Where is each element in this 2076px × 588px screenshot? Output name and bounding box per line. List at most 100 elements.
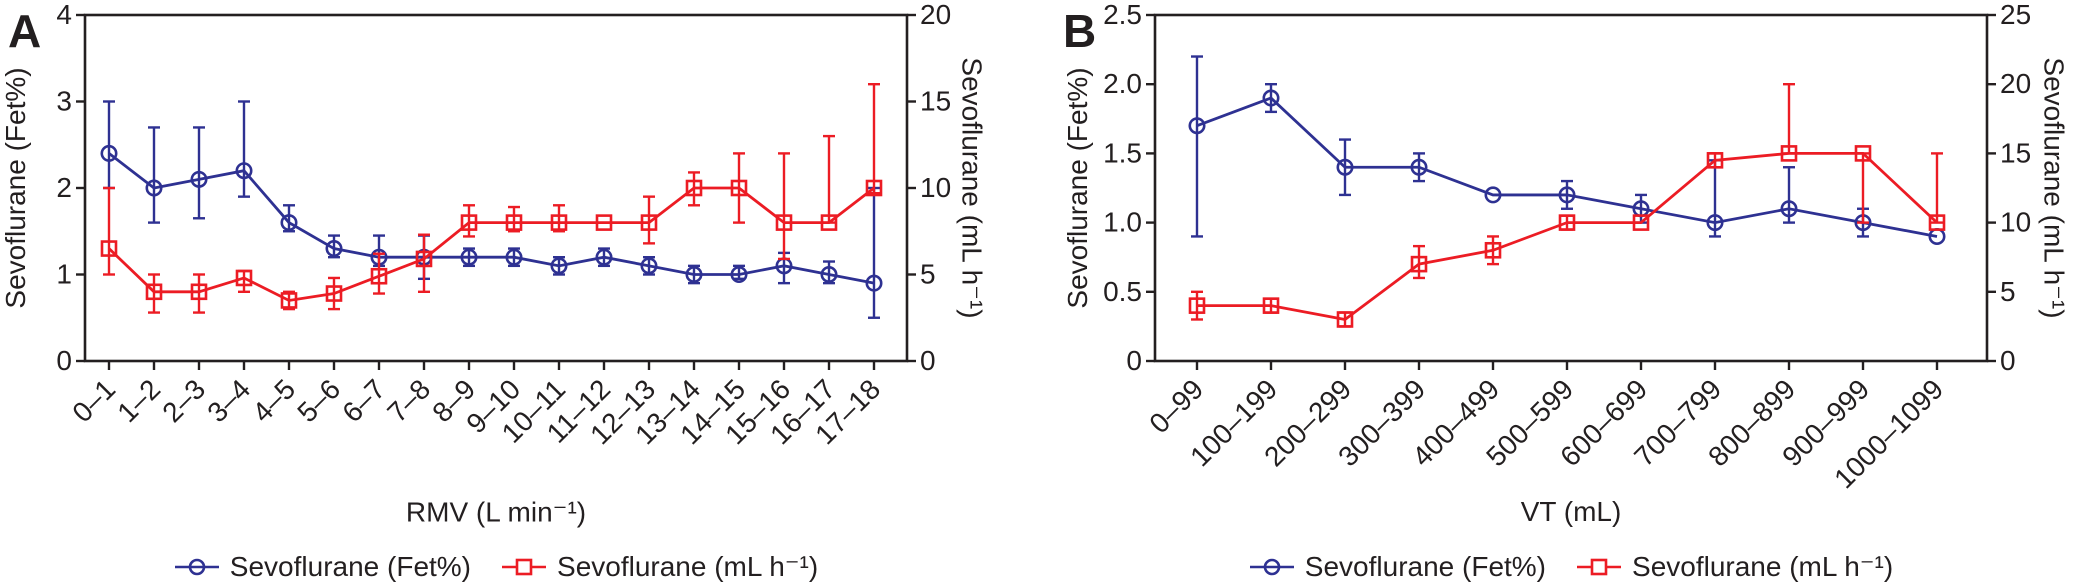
data-point-square [865,179,883,197]
panel-a-left-axis-title: Sevoflurane (Fet%) [0,67,31,309]
data-point-square [730,179,748,197]
data-point-circle [190,170,208,188]
panel-a-right-axis-title: Sevoflurane (mL h⁻¹) [956,57,988,319]
data-point-square [1780,145,1798,162]
y-axis-tick-label: 10 [920,172,951,203]
legend-square-marker-icon [502,558,547,575]
data-point-circle [1262,89,1280,107]
y-axis-tick-label: 0.5 [1103,276,1142,307]
y-axis-tick-label: 25 [2000,0,2031,30]
y-axis-tick-label: 2.0 [1103,68,1142,99]
x-axis-tick-label: 2–3 [156,373,211,428]
x-axis-tick-label: 6–7 [336,373,391,428]
data-point-circle [1336,158,1354,176]
x-axis-tick-label: 0–99 [1143,373,1209,439]
x-axis-tick-label: 1–2 [111,373,166,428]
data-point-square [640,214,658,231]
data-point-square [460,214,478,231]
data-point-square [235,269,253,287]
data-point-square [415,250,433,268]
data-point-square [1632,214,1650,231]
data-point-square [1484,241,1502,259]
data-point-square [1928,214,1946,231]
data-point-square [1336,311,1354,328]
series-line [108,152,875,285]
panel-a-x-axis-title: RMV (L min⁻¹) [405,496,587,528]
x-axis-tick-label: 5–6 [291,373,346,428]
legend-square-marker-icon [1577,558,1622,575]
y-axis-tick-label: 0 [920,345,936,376]
data-point-circle [730,265,748,283]
data-point-circle [280,214,298,232]
y-axis-tick-label: 0 [56,345,72,376]
y-axis-tick-label: 15 [920,86,951,117]
data-point-square [1854,145,1872,162]
y-axis-tick-label: 0 [2000,345,2016,376]
data-point-circle [1706,214,1724,232]
y-axis-tick-label: 1 [56,259,72,290]
series-line [1196,96,1938,238]
panel-b-letter: B [1063,5,1097,57]
legend-label-ml: Sevoflurane (mL h⁻¹) [1632,551,1894,582]
data-point-square [505,214,523,231]
data-point-square [1262,297,1280,314]
y-axis-tick-label: 2.5 [1103,0,1142,30]
y-axis-tick-label: 20 [920,0,951,30]
data-point-circle [1558,186,1576,204]
series-line [108,186,875,302]
x-axis-tick-label: 4–5 [246,373,301,428]
legend-item-ml: Sevoflurane (mL h⁻¹) [501,550,818,583]
data-point-circle [505,248,523,266]
data-point-square [685,179,703,197]
panel-b-right-axis-title: Sevoflurane (mL h⁻¹) [2038,57,2070,319]
legend-circle-marker-icon [174,558,219,575]
y-axis-tick-label: 3 [56,86,72,117]
legend-item-ml: Sevoflurane (mL h⁻¹) [1576,550,1893,583]
y-axis-tick-label: 0 [1126,345,1142,376]
data-point-circle [640,257,658,275]
data-point-circle [235,162,253,180]
data-point-square [370,267,388,285]
data-point-circle [1410,158,1428,176]
legend-item-fet: Sevoflurane (Fet%) [1249,551,1546,583]
data-point-square [1410,255,1428,273]
y-axis-tick-label: 1.5 [1103,137,1142,168]
panel-b-legend: Sevoflurane (Fet%) Sevoflurane (mL h⁻¹) [1155,550,1987,583]
legend-label-fet: Sevoflurane (Fet%) [1304,550,1547,582]
data-point-square [145,283,163,301]
x-axis-tick-label: 7–8 [381,373,436,428]
legend-item-fet: Sevoflurane (Fet%) [174,551,471,583]
y-axis-tick-label: 1.0 [1103,207,1142,238]
data-point-circle [685,265,703,283]
data-point-square [550,214,568,231]
data-point-square [1188,297,1206,314]
data-point-circle [145,179,163,197]
y-axis-tick-label: 5 [2000,276,2016,307]
panel-a-legend: Sevoflurane (Fet%) Sevoflurane (mL h⁻¹) [85,550,907,583]
data-point-square [1706,152,1724,169]
panel-b-left-axis-title: Sevoflurane (Fet%) [1062,67,1093,309]
data-point-circle [595,248,613,266]
data-point-square [1558,214,1576,231]
data-point-circle [820,265,838,283]
data-point-square [775,214,793,231]
data-point-circle [1780,200,1798,218]
series-line [1197,151,1938,321]
y-axis-tick-label: 10 [2000,207,2031,238]
data-point-circle [100,144,118,162]
y-axis-tick-label: 15 [2000,137,2031,168]
panel-a-letter: A [8,5,42,57]
y-axis-tick-label: 20 [2000,68,2031,99]
y-axis-tick-label: 4 [56,0,72,30]
panel-b-x-axis-title: VT (mL) [1520,496,1622,527]
data-point-square [190,283,208,301]
legend-label-ml: Sevoflurane (mL h⁻¹) [557,551,819,582]
data-point-circle [1484,186,1502,204]
data-point-circle [865,274,883,292]
legend-label-fet: Sevoflurane (Fet%) [229,550,472,582]
data-point-square [820,214,838,231]
y-axis-tick-label: 2 [56,172,72,203]
legend-circle-marker-icon [1249,558,1294,575]
